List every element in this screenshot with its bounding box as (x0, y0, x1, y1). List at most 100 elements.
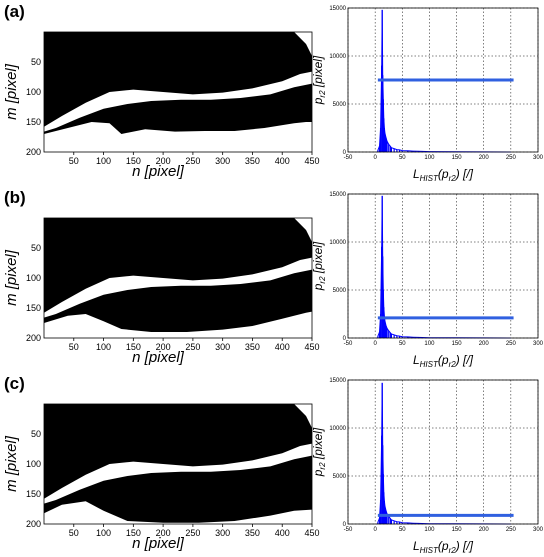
x-tick-label: 350 (245, 156, 260, 166)
y-tick-label: 5000 (333, 102, 347, 108)
mask-white-band (44, 257, 312, 318)
mask-white-bottom (44, 122, 312, 152)
y-axis-title-part: p (311, 283, 325, 291)
y-axis-title-part: [pixel] (311, 241, 325, 276)
x-tick-label: 0 (373, 341, 377, 347)
y-tick-label: 100 (26, 273, 41, 283)
x-tick-label: 150 (126, 156, 141, 166)
plot-background (348, 380, 538, 524)
panel-label: (b) (4, 188, 26, 207)
y-axis-title: m [pixel] (3, 435, 20, 492)
x-tick-label: 100 (424, 341, 435, 347)
x-tick-label: 150 (452, 155, 463, 161)
histogram-line (377, 382, 511, 525)
y-axis-title: pr2 [pixel] (311, 427, 327, 477)
x-axis-title-sub: HIST (420, 174, 439, 183)
mask-white-bottom (44, 501, 312, 524)
y-tick-label: 200 (26, 519, 41, 529)
y-axis-title-part: [pixel] (311, 55, 325, 90)
x-tick-label: 150 (452, 527, 463, 533)
x-tick-label: 350 (245, 528, 260, 538)
x-axis-title-part: L (413, 353, 420, 367)
mask-white-corner (294, 32, 312, 56)
x-axis-title-part: (p (438, 539, 449, 553)
histogram-line (377, 9, 511, 153)
y-tick-label: 100 (26, 459, 41, 469)
mask-frame (43, 217, 313, 339)
y-tick-label: 200 (26, 147, 41, 157)
x-tick-label: 300 (533, 527, 544, 533)
x-tick-label: 250 (185, 528, 200, 538)
histogram-line (377, 195, 511, 339)
x-tick-label: 450 (304, 528, 319, 538)
x-axis-title: n [pixel] (132, 349, 185, 366)
x-tick-label: 300 (533, 155, 544, 161)
histogram-plot: -50 0 50 100 150 200 250 300050001000015000LHIS… (311, 192, 544, 369)
x-tick-label: 50 (399, 527, 406, 533)
x-tick-label: 150 (126, 528, 141, 538)
x-tick-label: -50 (344, 155, 353, 161)
x-tick-label: 50 (399, 341, 406, 347)
x-tick-label: 300 (533, 341, 544, 347)
y-axis-title-sub: r2 (318, 462, 327, 470)
x-tick-label: 100 (424, 155, 435, 161)
x-tick-label: 50 (69, 156, 79, 166)
panel-b: 50 100 150 200 250 300 350 400 450 50 100 150 200 n [… (0, 186, 544, 371)
mask-white-band (44, 443, 312, 504)
y-axis-title-part: [pixel] (311, 427, 325, 462)
x-axis-title-part: (p (438, 167, 449, 181)
y-tick-label: 50 (31, 57, 41, 67)
mask-white-corner (294, 218, 312, 242)
y-tick-label: 50 (31, 429, 41, 439)
x-tick-label: 450 (304, 342, 319, 352)
x-tick-label: 200 (156, 342, 171, 352)
y-tick-label: 100 (26, 87, 41, 97)
x-axis-title: LHIST(pr2) [/] (413, 353, 474, 369)
y-tick-label: 50 (31, 243, 41, 253)
y-tick-label: 15000 (329, 378, 346, 384)
x-axis-title-part: L (413, 539, 420, 553)
y-tick-label: 15000 (329, 6, 346, 12)
y-axis-title-part: p (311, 469, 325, 477)
y-axis-title: m [pixel] (3, 63, 20, 120)
x-tick-label: 150 (452, 341, 463, 347)
x-tick-label: 300 (215, 156, 230, 166)
x-tick-label: -50 (344, 341, 353, 347)
x-tick-label: 50 (69, 342, 79, 352)
x-axis-title-part: (p (438, 353, 449, 367)
x-tick-label: 0 (373, 155, 377, 161)
x-tick-label: 400 (275, 528, 290, 538)
x-tick-label: 50 (399, 155, 406, 161)
y-tick-label: 10000 (329, 240, 346, 246)
y-tick-label: 0 (343, 336, 347, 342)
x-tick-label: 100 (424, 527, 435, 533)
x-tick-label: 450 (304, 156, 319, 166)
y-axis-title-part: p (311, 97, 325, 105)
y-axis-title: pr2 [pixel] (311, 55, 327, 105)
y-tick-label: 10000 (329, 54, 346, 60)
x-axis-title: LHIST(pr2) [/] (413, 167, 474, 183)
y-tick-label: 200 (26, 333, 41, 343)
x-tick-label: 100 (96, 342, 111, 352)
y-tick-label: 5000 (333, 474, 347, 480)
x-axis-title-part: L (413, 167, 420, 181)
x-tick-label: 400 (275, 342, 290, 352)
x-axis-title-sub: r2 (449, 546, 457, 555)
x-axis-title-part: ) [/] (454, 539, 474, 553)
mask-frame (43, 403, 313, 525)
x-tick-label: 0 (373, 527, 377, 533)
y-axis-title: m [pixel] (3, 249, 20, 306)
x-tick-label: 150 (126, 342, 141, 352)
x-axis-title-sub: r2 (449, 360, 457, 369)
x-tick-label: 200 (479, 341, 490, 347)
panel-label: (a) (4, 2, 25, 21)
y-tick-label: 150 (26, 117, 41, 127)
x-tick-label: 200 (479, 527, 490, 533)
x-tick-label: 100 (96, 528, 111, 538)
x-tick-label: 250 (185, 156, 200, 166)
x-axis-title-sub: HIST (420, 546, 439, 555)
x-axis-title-sub: HIST (420, 360, 439, 369)
